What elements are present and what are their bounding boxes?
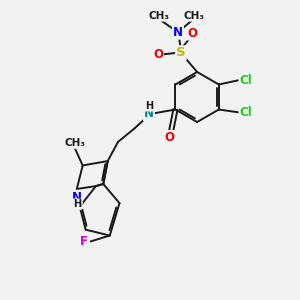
Text: CH₃: CH₃ bbox=[184, 11, 205, 21]
Text: CH₃: CH₃ bbox=[65, 138, 86, 148]
Text: H: H bbox=[73, 199, 81, 209]
Text: N: N bbox=[173, 26, 183, 39]
Text: CH₃: CH₃ bbox=[148, 11, 169, 21]
Text: O: O bbox=[164, 131, 175, 144]
Text: O: O bbox=[153, 48, 163, 61]
Text: F: F bbox=[80, 235, 88, 248]
Text: Cl: Cl bbox=[239, 106, 252, 119]
Text: H: H bbox=[145, 101, 153, 111]
Text: S: S bbox=[176, 46, 186, 59]
Text: N: N bbox=[144, 107, 154, 120]
Text: Cl: Cl bbox=[239, 74, 252, 87]
Text: N: N bbox=[72, 191, 82, 204]
Text: O: O bbox=[188, 27, 198, 40]
